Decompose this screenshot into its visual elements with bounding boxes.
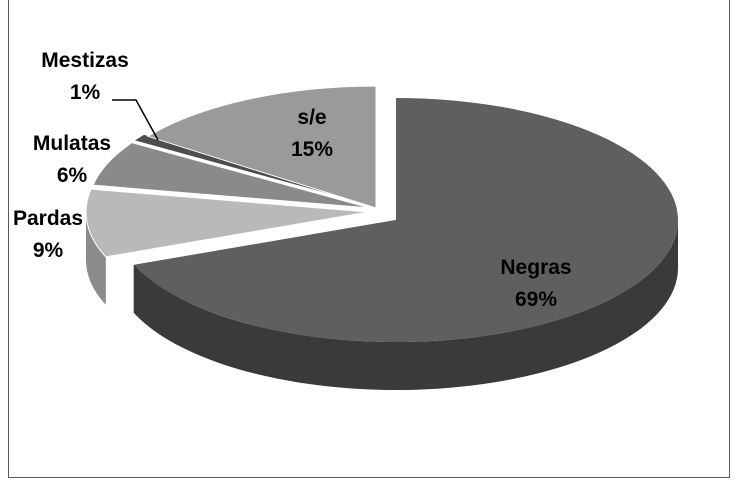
label-s-e: s/e	[297, 106, 326, 129]
slice-pardas	[85, 188, 369, 258]
pie-tops	[85, 85, 678, 343]
percent-label-mulatas: 6%	[57, 164, 88, 187]
label-mestizas: Mestizas	[41, 49, 129, 72]
percent-label-s-e: 15%	[291, 138, 333, 161]
percent-label-negras: 69%	[515, 288, 557, 311]
percent-label-pardas: 9%	[33, 239, 64, 262]
slice-labels: Negras 69% Pardas 9% Mulatas 6% Mestizas 1% s/e 1…	[13, 49, 572, 311]
slice-mulatas	[92, 142, 371, 209]
slice-s-e	[146, 85, 377, 209]
percent-label-mestizas: 1%	[70, 81, 101, 104]
label-mulatas: Mulatas	[33, 132, 111, 155]
label-pardas: Pardas	[13, 207, 83, 230]
leader-lines	[112, 99, 159, 141]
label-negras: Negras	[500, 256, 571, 279]
leader-line-mestizas	[112, 99, 159, 141]
slice-side-negras	[133, 220, 678, 390]
slice-negras	[133, 98, 678, 343]
